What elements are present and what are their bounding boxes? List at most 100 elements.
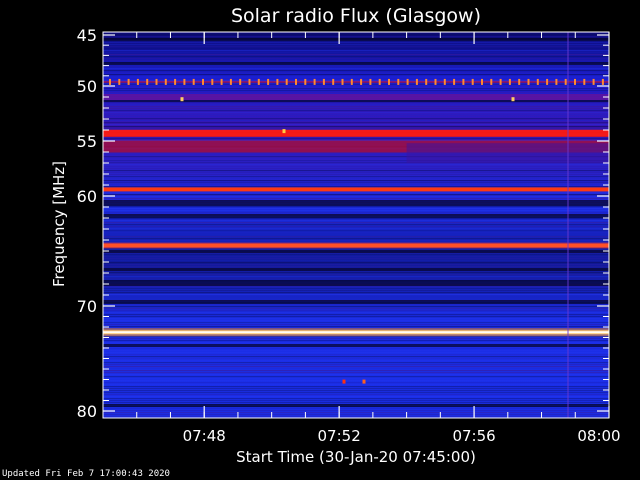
texture-stripe (103, 290, 609, 292)
periodic-spike (443, 78, 446, 85)
texture-stripe (103, 240, 609, 242)
texture-stripe (103, 352, 609, 354)
periodic-spike (313, 78, 316, 85)
periodic-spike (546, 78, 549, 85)
dark-gap (103, 344, 609, 347)
texture-stripe (103, 74, 609, 76)
texture-stripe (103, 52, 609, 54)
texture-stripe (103, 238, 609, 240)
texture-stripe (103, 400, 609, 402)
texture-stripe (103, 368, 609, 370)
texture-stripe (103, 48, 609, 50)
periodic-spike (369, 78, 372, 85)
texture-stripe (103, 390, 609, 392)
chart-title: Solar radio Flux (Glasgow) (231, 5, 481, 27)
periodic-spike (527, 78, 530, 85)
texture-stripe (103, 118, 609, 120)
texture-stripe (103, 218, 609, 220)
texture-stripe (103, 258, 609, 260)
x-axis: 07:48 07:52 07:56 08:00 (136, 32, 621, 445)
band-54.3mhz (103, 129, 609, 137)
texture-stripe (103, 414, 609, 416)
texture-stripe (103, 80, 609, 82)
periodic-spike (276, 78, 279, 85)
periodic-spike (462, 78, 465, 85)
texture-stripe (103, 288, 609, 290)
texture-stripe (103, 272, 609, 274)
periodic-spike (583, 78, 586, 85)
texture-stripe (103, 386, 609, 388)
texture-stripe (103, 310, 609, 312)
periodic-spike (564, 78, 567, 85)
periodic-spike (592, 78, 595, 85)
periodic-spike (406, 78, 409, 85)
texture-stripe (103, 320, 609, 322)
texture-stripe (103, 274, 609, 276)
texture-stripe (103, 108, 609, 110)
texture-stripe (103, 362, 609, 364)
periodic-spike (295, 78, 297, 85)
x-tick-label: 07:56 (452, 427, 495, 445)
updated-timestamp: Updated Fri Feb 7 17:00:43 2020 (2, 469, 170, 479)
texture-stripe (103, 206, 609, 208)
band-59.4mhz (103, 187, 609, 192)
texture-stripe (103, 340, 609, 342)
texture-stripe (103, 210, 609, 212)
texture-stripe (103, 78, 609, 80)
texture-stripe (103, 122, 609, 124)
periodic-spike (350, 78, 353, 85)
texture-stripe (103, 84, 609, 86)
band-72.5mhz-core (103, 331, 609, 334)
dark-gap (103, 280, 609, 286)
texture-stripe (103, 416, 609, 418)
periodic-spike (174, 78, 177, 85)
texture-stripe (103, 36, 609, 38)
texture-stripe (103, 138, 609, 140)
texture-stripe (103, 298, 609, 300)
periodic-spike (574, 78, 576, 85)
band-64.5mhz-halo (103, 242, 609, 249)
texture-stripe (103, 46, 609, 48)
texture-stripe (103, 294, 609, 296)
dark-gap (103, 100, 609, 102)
texture-stripe (103, 32, 609, 34)
texture-stripe (103, 170, 609, 172)
y-axis: 45 50 55 60 70 80 (77, 26, 609, 421)
texture-stripe (103, 160, 609, 162)
texture-stripe (103, 114, 609, 116)
texture-stripe (103, 124, 609, 126)
texture-stripe (103, 236, 609, 238)
texture-stripe (103, 186, 609, 188)
texture-stripe (103, 312, 609, 314)
texture-stripe (103, 234, 609, 236)
texture-stripe (103, 314, 609, 316)
texture-stripe (103, 296, 609, 298)
texture-stripe (103, 220, 609, 222)
texture-stripe (103, 212, 609, 214)
texture-stripe (103, 322, 609, 324)
texture-stripe (103, 112, 609, 114)
periodic-spike (146, 78, 149, 85)
texture-stripe (103, 324, 609, 326)
texture-stripe (103, 208, 609, 210)
texture-stripe (103, 116, 609, 118)
texture-stripe (103, 194, 609, 196)
dark-gap (103, 300, 609, 304)
x-tick-label: 07:48 (183, 427, 226, 445)
texture-stripe (103, 152, 609, 154)
texture-stripe (103, 66, 609, 68)
texture-stripe (103, 88, 609, 90)
y-tick-label: 50 (77, 77, 97, 96)
texture-stripe (103, 162, 609, 164)
band-64.5mhz (103, 243, 609, 248)
texture-stripe (103, 224, 609, 226)
plot-area (102, 31, 610, 419)
texture-stripe (103, 380, 609, 382)
texture-stripe (103, 374, 609, 376)
texture-stripe (103, 92, 609, 94)
periodic-spike (415, 78, 418, 85)
periodic-spike (453, 78, 456, 85)
y-tick-label: 45 (77, 26, 97, 45)
burst-spot (511, 97, 515, 102)
plot-frame (102, 31, 610, 419)
